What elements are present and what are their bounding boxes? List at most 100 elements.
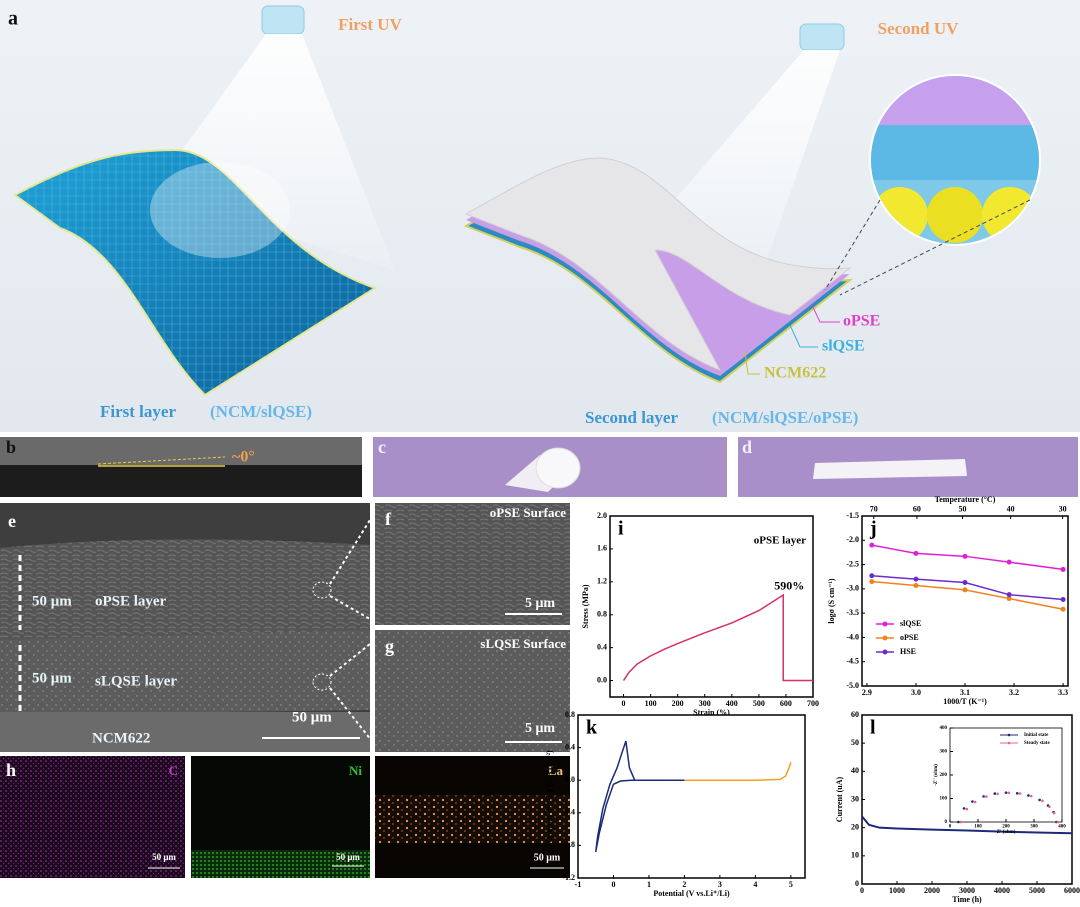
data-point: [962, 807, 966, 810]
x-tick-label: 0: [949, 825, 952, 830]
data-point: [993, 792, 997, 795]
x2-axis-label: Temperature (°C): [935, 495, 996, 504]
opse-region: [0, 539, 370, 640]
scale-label: 50 μm: [152, 852, 176, 862]
layer-formula: (NCM/slQSE/oPSE): [712, 408, 858, 427]
x-tick-label: 2: [682, 880, 686, 889]
y-tick-label: -4.0: [846, 632, 859, 641]
x-tick-label: 100: [645, 699, 657, 708]
release-film: [464, 157, 852, 371]
data-point: [996, 792, 999, 796]
eds-signal: [191, 850, 370, 878]
x-tick-label: 300: [699, 699, 711, 708]
y-tick-label: -2.5: [846, 559, 859, 568]
scale-label: 5 μm: [525, 721, 555, 736]
data-point: [1004, 791, 1008, 794]
plot-frame: [949, 727, 1063, 823]
scale-label: 50 μm: [534, 852, 561, 863]
legend-label: Initial state: [1024, 733, 1049, 738]
y-tick-label: -4.5: [846, 657, 859, 666]
panel-label: g: [385, 636, 394, 656]
x-tick-label: 400: [1058, 825, 1066, 830]
x2-tick-label: 60: [913, 504, 921, 513]
y-tick-label: 100: [940, 797, 948, 802]
data-point: [1056, 820, 1060, 824]
y-axis-label: Current density (mA cm⁻²): [545, 750, 554, 843]
eds-signal: [375, 795, 570, 843]
y-tick-label: 300: [940, 750, 948, 755]
x-tick-label: 4: [753, 880, 757, 889]
x-axis-label: Potential (V vs.Li⁺/Li): [653, 889, 730, 898]
legend-label: slQSE: [900, 619, 921, 628]
layer-label: oPSE layer: [95, 593, 167, 609]
panel-b-background: [0, 437, 362, 465]
x2-tick-label: 30: [1059, 504, 1067, 513]
scale-label: 5 μm: [525, 596, 555, 611]
data-point: [959, 820, 963, 824]
x-tick-label: 200: [1002, 825, 1010, 830]
data-point: [1048, 805, 1051, 809]
data-line: [594, 740, 685, 853]
y-tick-label: 0.4: [565, 742, 575, 751]
panel-label: k: [586, 717, 598, 739]
panel-label: d: [742, 437, 752, 457]
element-label: C: [169, 763, 178, 778]
y-tick-label: 1.6: [597, 544, 607, 553]
data-point: [913, 550, 919, 556]
data-point: [965, 807, 969, 811]
element-label: Ni: [349, 763, 362, 778]
panel-label: a: [8, 8, 18, 30]
layer-name: slQSE: [822, 338, 865, 355]
y-tick-label: 400: [940, 726, 948, 731]
y-tick-label: 0.0: [565, 775, 575, 784]
x-tick-label: 3.3: [1058, 688, 1068, 697]
scale-label: 50 μm: [32, 670, 72, 686]
data-point: [1060, 597, 1066, 603]
panel-label: c: [378, 437, 386, 457]
scale-label: 50 μm: [336, 852, 360, 862]
legend-marker: [882, 635, 888, 641]
legend-marker: [1007, 733, 1011, 737]
x-tick-label: 3.2: [1009, 688, 1019, 697]
y-tick-label: 0: [855, 879, 859, 888]
y-axis-label: logσ (S cm⁻¹): [827, 578, 836, 624]
zoom-mark: [312, 581, 332, 599]
legend-label: Steady state: [1024, 741, 1050, 746]
data-line: [861, 815, 1073, 835]
ncm-region: [0, 712, 370, 752]
data-line: [684, 762, 792, 781]
y-tick-label: 50: [851, 738, 859, 747]
x-tick-label: 0: [860, 886, 864, 895]
data-point: [1018, 792, 1022, 795]
x-tick-label: 3.1: [960, 688, 970, 697]
uv-label: First UV: [338, 15, 402, 34]
zoom-leader: [329, 595, 376, 623]
layer-caption: Second layer: [585, 408, 678, 427]
plot-frame: [861, 515, 1069, 687]
y-tick-label: 0.0: [597, 675, 607, 684]
layer-formula: (NCM/slQSE): [210, 402, 312, 421]
x-axis-label: 1000/T (K⁻¹): [943, 697, 987, 706]
panel-label: b: [6, 437, 16, 457]
y-tick-label: 0.8: [597, 610, 607, 619]
zoom-leader: [824, 199, 881, 291]
data-point: [1029, 794, 1033, 798]
y-tick-label: -1.2: [562, 873, 575, 882]
panel-title: oPSE Surface: [490, 505, 566, 520]
panel-g-image: [375, 630, 570, 752]
x-tick-label: 2.9: [862, 688, 872, 697]
eds-map: [0, 756, 185, 878]
x-tick-label: 3: [718, 880, 722, 889]
x-tick-label: -1: [575, 880, 582, 889]
x-tick-label: 600: [780, 699, 792, 708]
y-tick-label: -3.0: [846, 584, 859, 593]
y-axis-label: -Z'' (ohm): [934, 764, 939, 786]
data-point: [869, 542, 875, 548]
zoom-mark: [312, 673, 332, 691]
y-tick-label: 1.2: [597, 577, 607, 586]
y-tick-label: 2.0: [597, 511, 607, 520]
x-tick-label: 0: [622, 699, 626, 708]
data-point: [973, 800, 977, 804]
y-tick-label: 200: [940, 773, 948, 778]
